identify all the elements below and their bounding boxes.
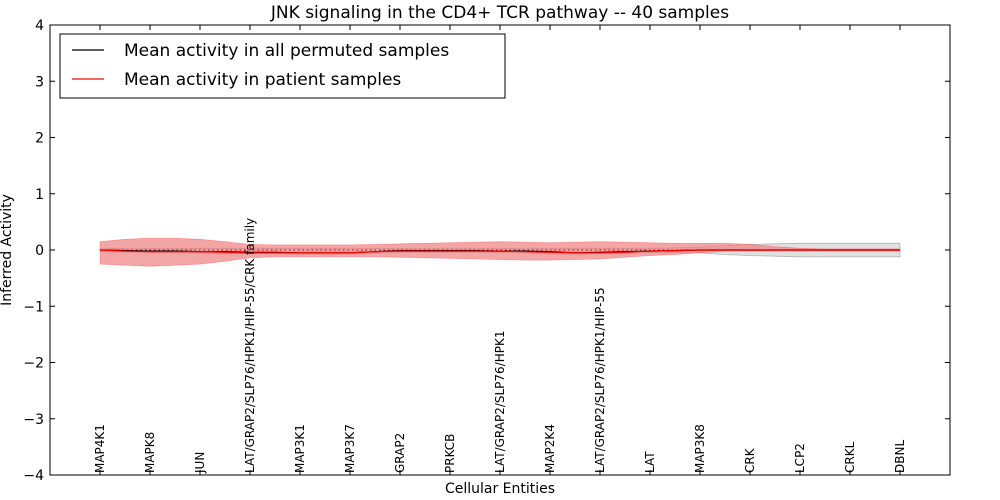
band-patient [99,237,901,267]
entity-label: CRKL [843,441,857,473]
entity-label: MAP3K1 [293,424,307,473]
entity-label: MAPK8 [143,432,157,473]
series-lines [99,249,900,254]
entity-label: MAP2K4 [543,424,557,473]
entity-label: LCP2 [793,443,807,473]
legend-label-patient: Mean activity in patient samples [124,70,401,90]
y-tick-label: 0 [35,243,44,259]
y-tick-label: −1 [23,299,44,315]
entity-label: LAT/GRAP2/SLP76/HPK1/HIP-55 [593,287,607,473]
legend-label-permuted: Mean activity in all permuted samples [124,41,449,61]
entity-label: PRKCB [443,434,457,473]
x-axis-ticks [99,25,901,475]
entity-label: JUN [193,452,207,474]
y-axis-ticks: 4 3 2 1 0 −1 −2 −3 −4 [23,18,950,484]
entity-label: CRK [743,447,757,473]
y-tick-label: 3 [35,74,44,90]
y-tick-label: 1 [35,187,44,203]
entity-labels: MAP4K1 MAPK8 JUN LAT/GRAP2/SLP76/HPK1/HIP-5… [93,218,907,474]
entity-label: MAP3K7 [343,424,357,473]
legend-box [59,33,506,99]
legend: Mean activity in all permuted samples Me… [59,33,506,99]
y-tick-label: 2 [35,131,44,147]
y-axis-label: Inferred Activity [0,194,15,306]
y-tick-label: 4 [35,18,44,34]
chart-title: JNK signaling in the CD4+ TCR pathway --… [270,3,729,23]
y-tick-label: −2 [23,356,44,372]
entity-label: LAT/GRAP2/SLP76/HPK1/HIP-55/CRK family [243,218,257,473]
entity-label: LAT [643,451,657,473]
entity-label: MAP3K8 [693,424,707,473]
confidence-bands [99,237,901,267]
entity-label: DBNL [893,440,907,473]
y-tick-label: −3 [23,412,44,428]
x-axis-label: Cellular Entities [445,481,555,497]
entity-label: MAP4K1 [93,424,107,473]
y-tick-label: −4 [23,468,44,484]
entity-label: LAT/GRAP2/SLP76/HPK1 [493,331,507,474]
entity-label: GRAP2 [393,433,407,473]
line-patient [99,249,900,254]
